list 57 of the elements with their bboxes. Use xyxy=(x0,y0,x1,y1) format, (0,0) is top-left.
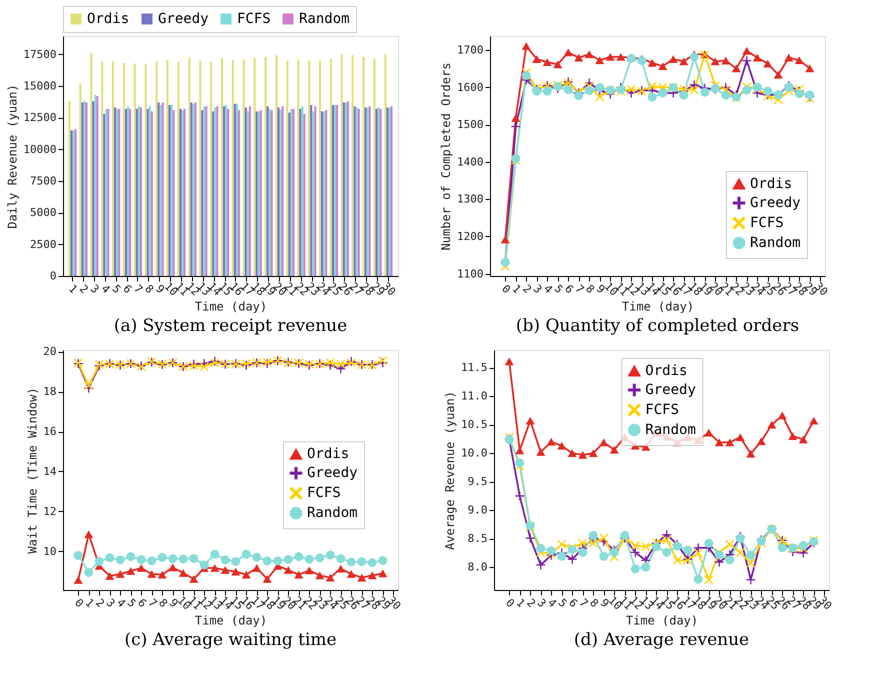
y-axis-title: Daily Revenue (yuan) xyxy=(5,84,20,229)
y-tick-label: 12 xyxy=(43,504,56,518)
x-axis-title: Time (day) xyxy=(622,300,694,314)
legend-label: Greedy xyxy=(645,382,696,398)
legend-label: FCFS xyxy=(237,11,271,27)
y-axis-title: Average Revenue (yuan) xyxy=(443,391,458,550)
legend-label: Greedy xyxy=(158,11,209,27)
legend-label: Random xyxy=(750,235,801,251)
y-tick-label: 14 xyxy=(43,465,57,478)
y-tick-label: 1300 xyxy=(457,192,484,206)
legend-label: FCFS xyxy=(307,485,341,502)
y-tick-label: 1500 xyxy=(457,118,484,132)
y-tick-label: 10.0 xyxy=(461,446,488,460)
y-tick-label: 11.0 xyxy=(461,390,488,403)
legend-label: Ordis xyxy=(87,11,130,27)
y-tick-label: 8.5 xyxy=(468,532,488,546)
y-tick-label: 2500 xyxy=(30,238,56,251)
x-axis-title: Time (day) xyxy=(626,614,698,628)
legend-label: Random xyxy=(307,505,358,522)
legend-label: Ordis xyxy=(645,363,688,379)
y-tick-label: 17500 xyxy=(23,48,56,61)
y-tick-label: 7500 xyxy=(30,174,56,188)
y-tick-label: 1700 xyxy=(457,44,484,57)
y-tick-label: 11.5 xyxy=(461,361,488,374)
text: (b) Quantity of completed orders xyxy=(516,316,800,336)
text: (d) Average revenue xyxy=(574,630,750,650)
legend-label: Greedy xyxy=(750,195,801,211)
y-tick-label: 1600 xyxy=(457,80,484,94)
legend-label: Random xyxy=(299,11,350,27)
y-tick-label: 0 xyxy=(50,270,56,282)
y-tick-label: 12500 xyxy=(23,111,56,124)
x-axis-title: Time (day) xyxy=(194,614,268,628)
y-tick-label: 5000 xyxy=(30,206,56,220)
legend-label: FCFS xyxy=(750,215,784,231)
y-tick-label: 8.0 xyxy=(468,560,488,574)
x-axis-title: Time (day) xyxy=(194,300,268,314)
y-tick-label: 10.5 xyxy=(461,418,488,432)
legend-label: Random xyxy=(645,422,696,438)
y-tick-label: 15000 xyxy=(23,80,56,93)
y-tick-label: 1400 xyxy=(457,155,484,168)
y-tick-label: 18 xyxy=(43,385,56,398)
y-tick-label: 16 xyxy=(43,425,56,438)
legend-label: Ordis xyxy=(307,446,350,462)
y-tick-label: 20 xyxy=(43,345,56,358)
legend-label: Ordis xyxy=(750,176,792,192)
y-tick-label: 10 xyxy=(43,544,56,558)
legend-label: Greedy xyxy=(307,465,358,482)
y-axis-title: Number of Completed Orders xyxy=(439,62,454,250)
y-tick-label: 9.0 xyxy=(468,504,488,517)
y-tick-label: 9.5 xyxy=(468,475,488,488)
text: (c) Average waiting time xyxy=(124,630,337,650)
legend-label: FCFS xyxy=(645,402,680,418)
y-axis-title: Wait Time (Time Window) xyxy=(25,387,40,554)
text: (a) System receipt revenue xyxy=(114,316,348,336)
y-tick-label: 10000 xyxy=(23,142,56,156)
y-tick-label: 1200 xyxy=(457,230,484,243)
y-tick-label: 1100 xyxy=(457,267,484,280)
